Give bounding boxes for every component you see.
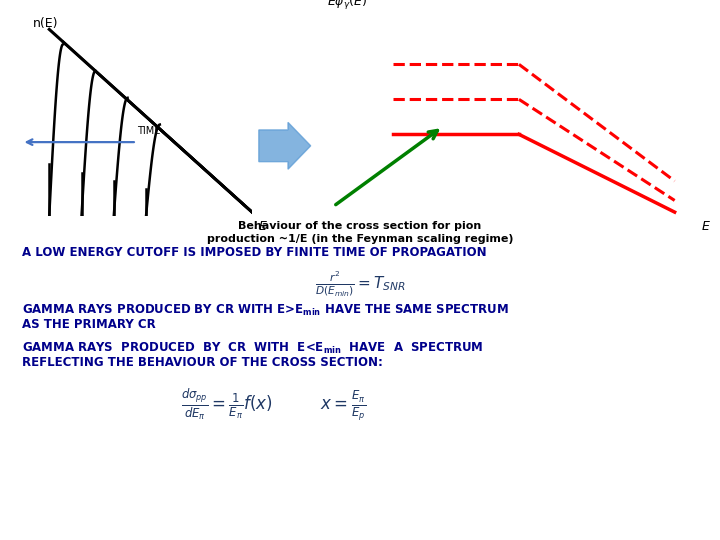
Text: E: E bbox=[259, 220, 267, 233]
Text: GAMMA RAYS PRODUCED BY CR WITH E>E$_{\mathregular{min}}$ HAVE THE SAME SPECTRUM: GAMMA RAYS PRODUCED BY CR WITH E>E$_{\ma… bbox=[22, 302, 508, 318]
Text: Behaviour of the cross section for pion: Behaviour of the cross section for pion bbox=[238, 221, 482, 232]
Text: n(E): n(E) bbox=[33, 17, 58, 30]
Text: $\frac{d\sigma_{pp}}{dE_{\pi}} = \frac{1}{E_{\pi}} f(x) \qquad\quad x = \frac{E_: $\frac{d\sigma_{pp}}{dE_{\pi}} = \frac{1… bbox=[181, 386, 366, 423]
Text: $E$: $E$ bbox=[701, 220, 711, 233]
Text: GAMMA RAYS  PRODUCED  BY  CR  WITH  E<E$_{\mathregular{min}}$  HAVE  A  SPECTRUM: GAMMA RAYS PRODUCED BY CR WITH E<E$_{\ma… bbox=[22, 341, 483, 356]
Text: TIME: TIME bbox=[137, 126, 160, 137]
Text: production ~1/E (in the Feynman scaling regime): production ~1/E (in the Feynman scaling … bbox=[207, 234, 513, 244]
Text: REFLECTING THE BEHAVIOUR OF THE CROSS SECTION:: REFLECTING THE BEHAVIOUR OF THE CROSS SE… bbox=[22, 356, 382, 369]
FancyArrow shape bbox=[259, 123, 311, 169]
Text: AS THE PRIMARY CR: AS THE PRIMARY CR bbox=[22, 318, 156, 330]
Text: $\frac{r^2}{D(E_{min})} = T_{SNR}$: $\frac{r^2}{D(E_{min})} = T_{SNR}$ bbox=[315, 270, 405, 299]
Text: $E\phi_{\gamma}(E)$: $E\phi_{\gamma}(E)$ bbox=[327, 0, 367, 12]
Text: A LOW ENERGY CUTOFF IS IMPOSED BY FINITE TIME OF PROPAGATION: A LOW ENERGY CUTOFF IS IMPOSED BY FINITE… bbox=[22, 246, 486, 259]
